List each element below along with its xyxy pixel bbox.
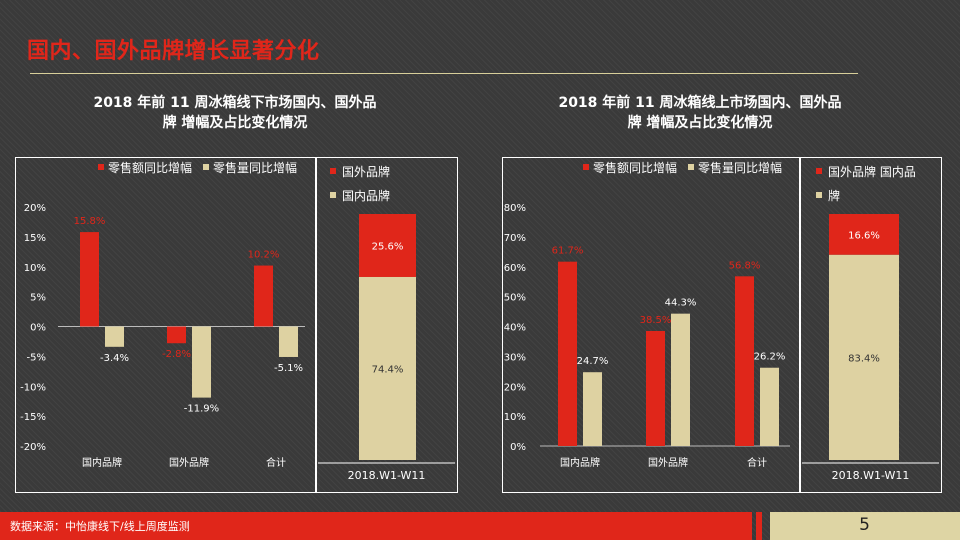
left-share-legend-label-1: 国外品牌 — [342, 165, 390, 179]
left-share-legend-label-2: 国内品牌 — [342, 189, 390, 203]
left-data-label-sales-2: -2.8% — [162, 349, 191, 360]
left-y-tick-label: -15% — [20, 412, 46, 423]
left-bar-sales-1 — [80, 232, 99, 327]
page-number-box: 5 — [770, 512, 960, 540]
right-bar-volume-2 — [671, 313, 690, 446]
left-y-tick-label: 0% — [30, 323, 46, 334]
page-title: 国内、国外品牌增长显著分化 — [27, 39, 320, 64]
left-data-label-volume-1: -3.4% — [100, 353, 129, 364]
left-growth-panel — [15, 157, 316, 493]
right-category-label-3: 合计 — [747, 456, 767, 469]
right-share-legend-label-1: 国外品牌 国内品 — [828, 165, 916, 179]
left-share-label-foreign: 25.6% — [372, 241, 404, 252]
left-data-label-volume-2: -11.9% — [184, 404, 219, 415]
left-chart-title-line-2: 牌 增幅及占比变化情况 — [162, 115, 308, 131]
left-y-tick-label: -20% — [20, 442, 46, 453]
page-number: 5 — [859, 515, 870, 535]
right-y-tick-label: 60% — [504, 263, 526, 274]
left-y-tick-label: 20% — [24, 203, 46, 214]
right-y-tick-label: 10% — [504, 412, 526, 423]
left-y-tick-label: 10% — [24, 263, 46, 274]
right-share-legend-swatch-1 — [816, 168, 822, 174]
left-share-legend-swatch-1 — [330, 168, 336, 174]
left-category-label-1: 国内品牌 — [82, 456, 122, 469]
right-bar-volume-1 — [583, 372, 602, 446]
right-y-tick-label: 20% — [504, 382, 526, 393]
left-legend-swatch-2 — [203, 164, 209, 170]
right-category-label-2: 国外品牌 — [648, 456, 688, 469]
left-bar-volume-3 — [279, 326, 298, 357]
right-share-legend-swatch-2 — [816, 192, 822, 198]
left-legend-swatch-1 — [98, 164, 104, 170]
right-y-tick-label: 30% — [504, 352, 526, 363]
right-share-category-label: 2018.W1-W11 — [832, 469, 910, 482]
right-legend-swatch-2 — [688, 164, 694, 170]
right-data-label-volume-2: 44.3% — [665, 298, 697, 309]
left-share-panel — [316, 157, 458, 493]
right-legend-label-1: 零售额同比增幅 — [593, 160, 677, 175]
right-y-tick-label: 70% — [504, 233, 526, 244]
right-category-label-1: 国内品牌 — [560, 456, 600, 469]
right-y-tick-label: 50% — [504, 293, 526, 304]
right-data-label-sales-2: 38.5% — [640, 315, 672, 326]
right-share-bar-foreign — [829, 214, 899, 255]
right-data-label-volume-1: 24.7% — [577, 356, 609, 367]
left-bar-sales-2 — [167, 326, 186, 344]
left-bar-sales-3 — [254, 265, 273, 327]
left-category-label-3: 合计 — [266, 456, 286, 469]
right-share-bar-domestic — [829, 254, 899, 460]
source-note: 数据来源：中怡康线下/线上周度监测 — [10, 520, 190, 533]
left-y-tick-label: -5% — [27, 352, 46, 363]
left-y-tick-label: 5% — [30, 293, 46, 304]
right-data-label-volume-3: 26.2% — [754, 352, 786, 363]
left-share-category-label: 2018.W1-W11 — [348, 469, 426, 482]
left-data-label-sales-3: 10.2% — [248, 250, 280, 261]
right-bar-sales-1 — [558, 261, 577, 446]
left-y-tick-label: -10% — [20, 382, 46, 393]
right-y-tick-label: 40% — [504, 323, 526, 334]
left-legend-label-1: 零售额同比增幅 — [108, 160, 192, 175]
right-chart-title-line-2: 牌 增幅及占比变化情况 — [627, 115, 773, 131]
left-data-label-sales-1: 15.8% — [74, 216, 106, 227]
right-growth-panel — [502, 157, 800, 493]
right-legend-swatch-1 — [583, 164, 589, 170]
left-y-tick-label: 15% — [24, 233, 46, 244]
right-share-panel — [800, 157, 942, 493]
right-bar-volume-3 — [760, 367, 779, 446]
right-share-legend-label-2: 牌 — [828, 189, 840, 203]
left-data-label-volume-3: -5.1% — [274, 363, 303, 374]
left-chart-title-line-1: 2018 年前 11 周冰箱线下市场国内、国外品 — [93, 95, 377, 111]
right-share-label-domestic: 83.4% — [848, 353, 880, 364]
right-chart-title: 2018 年前 11 周冰箱线上市场国内、国外品 牌 增幅及占比变化情况 — [505, 93, 895, 133]
left-share-legend-swatch-2 — [330, 192, 336, 198]
left-bar-volume-2 — [192, 326, 211, 398]
footer-stripe — [756, 512, 762, 540]
right-data-label-sales-3: 56.8% — [729, 260, 761, 271]
right-chart-title-line-1: 2018 年前 11 周冰箱线上市场国内、国外品 — [558, 95, 842, 111]
right-y-tick-label: 0% — [510, 442, 526, 453]
left-share-bar-domestic — [359, 276, 416, 460]
right-share-label-foreign: 16.6% — [848, 230, 880, 241]
left-share-bar-foreign — [359, 214, 416, 277]
right-legend-label-2: 零售量同比增幅 — [698, 160, 782, 175]
left-legend-label-2: 零售量同比增幅 — [213, 160, 297, 175]
footer-bar: 数据来源：中怡康线下/线上周度监测 — [0, 512, 752, 540]
right-y-tick-label: 80% — [504, 203, 526, 214]
right-data-label-sales-1: 61.7% — [552, 246, 584, 257]
left-chart-title: 2018 年前 11 周冰箱线下市场国内、国外品 牌 增幅及占比变化情况 — [40, 93, 430, 133]
title-divider — [30, 73, 858, 74]
right-bar-sales-2 — [646, 330, 665, 446]
left-share-label-domestic: 74.4% — [372, 364, 404, 375]
left-category-label-2: 国外品牌 — [169, 456, 209, 469]
left-bar-volume-1 — [105, 326, 124, 347]
right-bar-sales-3 — [735, 276, 754, 446]
